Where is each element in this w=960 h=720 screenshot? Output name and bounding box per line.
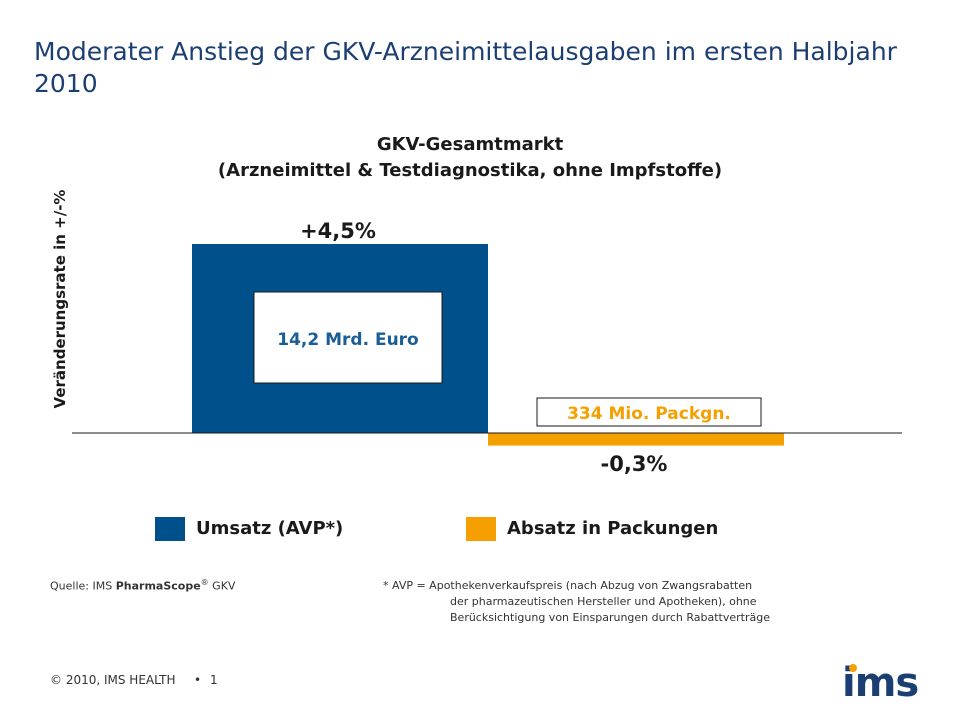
source-note: Quelle: IMS PharmaScope® GKV xyxy=(50,578,235,593)
chart-subtitle: (Arzneimittel & Testdiagnostika, ohne Im… xyxy=(217,160,723,181)
source-prefix-text: Quelle: IMS xyxy=(50,579,116,593)
inner-label-umsatz: 14,2 Mrd. Euro xyxy=(277,330,419,350)
data-label-1: -0,3% xyxy=(601,452,668,476)
ims-logo-dot-icon xyxy=(849,664,857,672)
legend-label-absatz: Absatz in Packungen xyxy=(507,518,719,539)
page-number: 1 xyxy=(210,673,218,687)
legend-swatch-absatz xyxy=(466,517,496,541)
legend-label-umsatz: Umsatz (AVP*) xyxy=(196,518,344,539)
footnote-line-2: der pharmazeutischen Hersteller und Apot… xyxy=(450,595,757,608)
footnote-line-3: Berücksichtigung von Einsparungen durch … xyxy=(450,611,770,624)
source-suffix: GKV xyxy=(208,579,236,593)
inner-box-absatz xyxy=(536,397,762,427)
chart-title: GKV-Gesamtmarkt xyxy=(376,134,564,155)
footer-bullet: • xyxy=(194,673,202,687)
legend-swatch-umsatz xyxy=(155,517,185,541)
source-product: PharmaScope xyxy=(115,579,201,593)
data-label-0: +4,5% xyxy=(300,219,376,243)
footnote: * AVP = Apothekenverkaufspreis (nach Abz… xyxy=(383,578,770,626)
slide-title: Moderater Anstieg der GKV-Arzneimittelau… xyxy=(34,37,897,98)
copyright: © 2010, IMS HEALTH xyxy=(50,673,176,687)
bar-1 xyxy=(488,433,784,446)
inner-box-umsatz xyxy=(253,291,443,384)
footnote-line-1: * AVP = Apothekenverkaufspreis (nach Abz… xyxy=(383,579,753,592)
inner-label-absatz: 334 Mio. Packgn. xyxy=(567,404,731,424)
source-reg-mark: ® xyxy=(200,578,209,587)
